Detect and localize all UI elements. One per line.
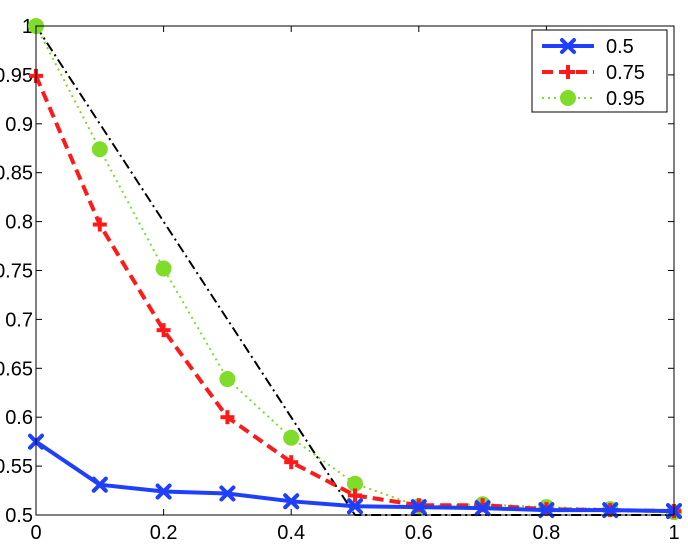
y-tick-label: 0.6	[5, 407, 33, 429]
y-tick-label: 1	[22, 16, 33, 38]
x-tick-label: 1	[668, 522, 679, 544]
y-tick-label: 0.65	[0, 358, 33, 380]
series-0	[28, 433, 682, 520]
y-tick-label: 0.8	[5, 212, 33, 234]
data-point-marker-stroke	[602, 502, 619, 519]
legend-label: 0.75	[606, 62, 645, 84]
x-tick-label: 0.6	[405, 522, 433, 544]
data-point-marker	[91, 141, 108, 158]
data-point-marker	[219, 371, 236, 388]
series-group	[28, 18, 682, 521]
legend-label: 0.5	[606, 36, 634, 58]
data-point-marker-stroke	[219, 485, 236, 502]
data-point-marker-stroke	[155, 483, 172, 500]
series-1	[29, 68, 681, 519]
data-point-marker-stroke	[410, 499, 427, 516]
series-line	[34, 75, 675, 514]
data-point-marker-stroke	[474, 500, 491, 517]
x-tick-label: 0.2	[150, 522, 178, 544]
plot-area-frame	[35, 25, 675, 516]
series-line	[35, 25, 675, 514]
data-point-marker-stroke	[538, 502, 555, 519]
data-point-marker-stroke	[283, 493, 300, 510]
axis-ticks: 0 0.2 0.4 0.6 0.8 1 0.5 0.55 0.6 0.65 0.7 0.75 0.8 0.…	[0, 16, 680, 544]
y-tick-label: 0.5	[5, 505, 33, 527]
y-tick-label: 0.95	[0, 65, 33, 87]
data-point-marker	[283, 429, 300, 446]
data-point-marker-stroke	[91, 476, 108, 493]
y-tick-label: 0.9	[5, 114, 33, 136]
legend-label: 0.95	[606, 88, 645, 110]
y-tick-label: 0.7	[5, 309, 33, 331]
data-point-marker	[155, 260, 172, 277]
legend: 0.5 0.75 0.95	[531, 29, 668, 113]
y-tick-label: 0.75	[0, 261, 33, 283]
x-tick-label: 0.8	[532, 522, 560, 544]
x-tick-label: 0	[30, 522, 41, 544]
x-tick-label: 0.4	[277, 522, 305, 544]
y-tick-label: 0.55	[0, 456, 33, 478]
y-tick-label: 0.85	[0, 163, 33, 185]
legend-swatch-marker-stroke	[560, 38, 576, 54]
data-point-marker-stroke	[347, 498, 363, 515]
legend-swatch-marker	[560, 90, 576, 106]
